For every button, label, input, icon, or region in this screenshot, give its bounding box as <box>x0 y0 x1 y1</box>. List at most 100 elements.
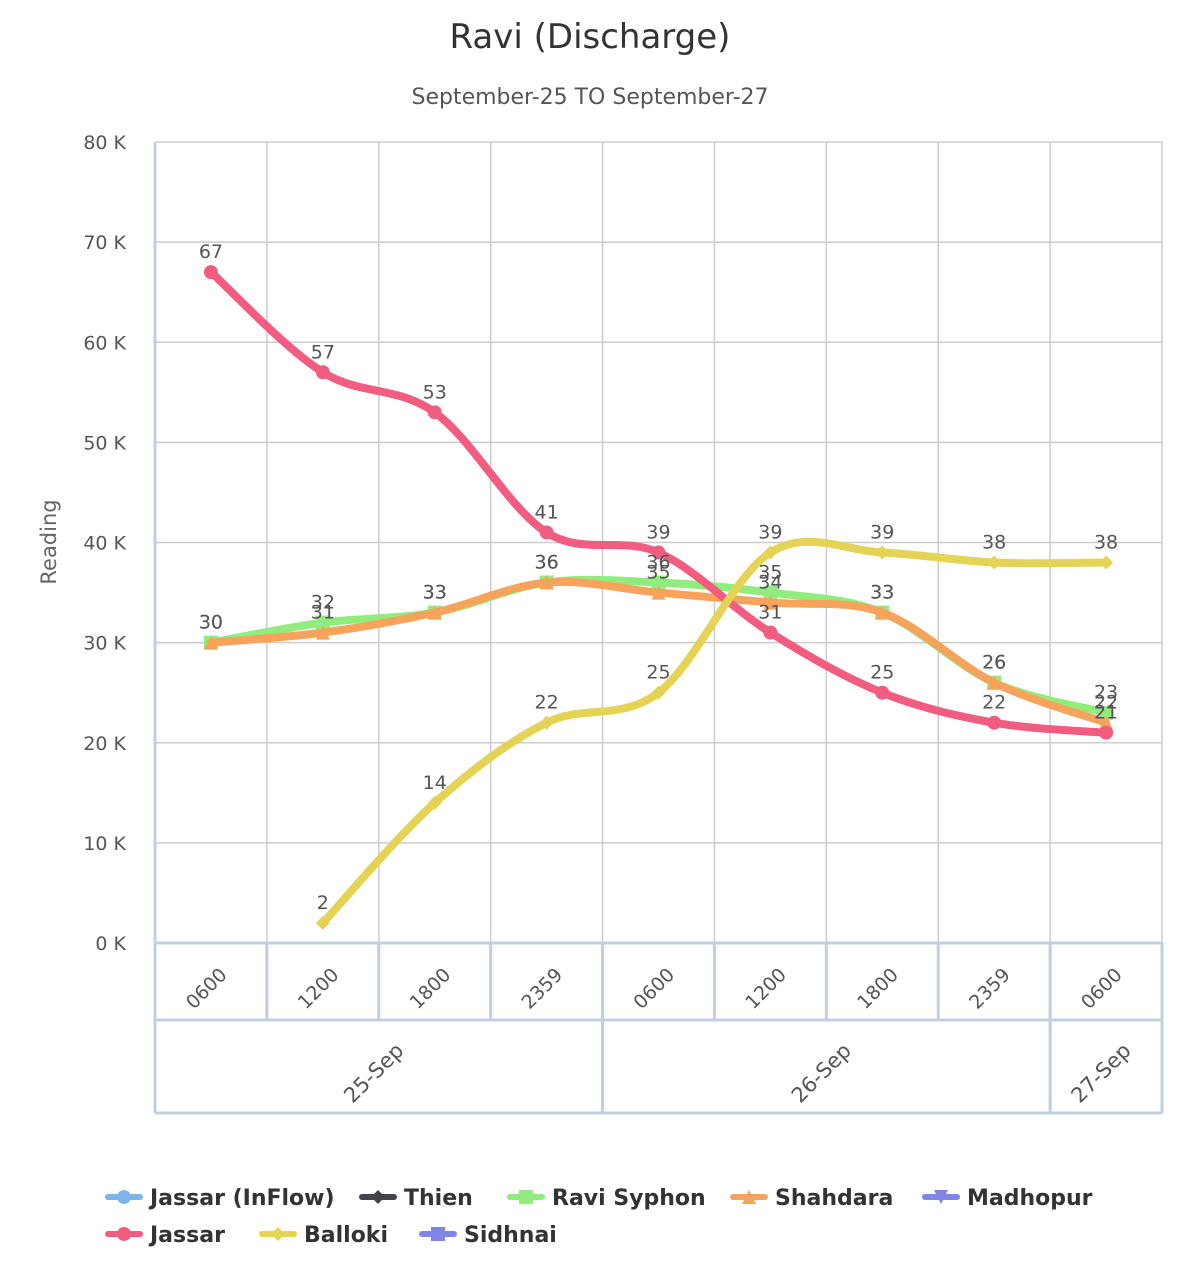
legend-marker <box>519 1190 533 1204</box>
data-point-shahdara <box>203 635 218 650</box>
x-tick-label: 1800 <box>853 964 903 1014</box>
legend-item-jassar[interactable]: Jassar <box>105 1223 225 1248</box>
data-label-balloki: 39 <box>758 522 782 544</box>
x-tick-label: 2359 <box>965 964 1015 1014</box>
data-point-ravi-syphon <box>315 615 330 630</box>
legend-marker <box>742 1190 756 1204</box>
legend-marker <box>934 1190 948 1204</box>
y-tick-label: 50 K <box>83 432 126 454</box>
data-label-ravi-syphon: 35 <box>758 562 782 584</box>
data-label-balloki: 14 <box>423 772 447 794</box>
y-tick-label: 60 K <box>83 332 126 354</box>
data-point-jassar <box>763 625 778 640</box>
data-label-ravi-syphon: 30 <box>199 612 223 634</box>
legend-marker <box>431 1227 445 1241</box>
y-tick-label: 20 K <box>83 733 126 755</box>
legend-label: Jassar (InFlow) <box>148 1186 335 1211</box>
data-label-ravi-syphon: 23 <box>1094 682 1118 704</box>
x-tick-label: 0600 <box>182 964 232 1014</box>
data-point-shahdara <box>651 585 666 600</box>
data-point-balloki <box>539 715 554 730</box>
legend: Jassar (InFlow) Thien Ravi Syphon Shahdara M… <box>105 1186 1093 1248</box>
chart-title: Ravi (Discharge) <box>450 17 731 57</box>
data-label-ravi-syphon: 36 <box>646 552 670 574</box>
data-point-balloki <box>763 545 778 560</box>
data-point-balloki <box>651 685 666 700</box>
x-tick-label: 1200 <box>294 964 344 1014</box>
y-axis-ticks: 0 K 10 K 20 K 30 K 40 K 50 K 60 K 70 K 80 K <box>83 132 126 955</box>
data-point-balloki <box>427 795 442 810</box>
series-layer <box>203 265 1114 930</box>
legend-label: Balloki <box>304 1223 388 1248</box>
data-point-shahdara <box>539 575 554 590</box>
chart-subtitle: September-25 TO September-27 <box>412 85 769 110</box>
data-label-jassar: 31 <box>758 602 782 624</box>
legend-item-sidhnai[interactable]: Sidhnai <box>419 1223 557 1248</box>
data-label-jassar: 21 <box>1094 702 1118 724</box>
data-label-shahdara: 35 <box>646 562 670 584</box>
x-date-group-label: 27-Sep <box>1066 1038 1135 1107</box>
data-point-ravi-syphon <box>1099 705 1114 720</box>
legend-item-thien[interactable]: Thien <box>359 1186 473 1211</box>
y-tick-label: 40 K <box>83 533 126 555</box>
data-point-shahdara <box>315 625 330 640</box>
data-point-balloki <box>1099 555 1114 570</box>
data-label-jassar: 25 <box>870 662 894 684</box>
x-tick-label: 0600 <box>629 964 679 1014</box>
data-point-balloki <box>875 545 890 560</box>
data-label-ravi-syphon: 33 <box>870 582 894 604</box>
x-axis: 0600 1200 1800 2359 0600 1200 1800 2359 0600 25-S… <box>153 941 1164 1115</box>
series-shahdara <box>203 575 1114 730</box>
series-line-shahdara <box>206 577 1111 727</box>
x-tick-label: 1800 <box>406 964 456 1014</box>
x-tick-label: 0600 <box>1077 964 1127 1014</box>
y-tick-label: 10 K <box>83 833 126 855</box>
legend-marker <box>271 1227 285 1241</box>
data-label-balloki: 38 <box>982 532 1006 554</box>
y-tick-label: 80 K <box>83 132 126 154</box>
data-label-jassar: 22 <box>982 692 1006 714</box>
y-axis-label: Reading <box>37 499 61 584</box>
legend-label: Madhopur <box>967 1186 1093 1211</box>
y-tick-label: 30 K <box>83 633 126 655</box>
x-date-group-label: 25-Sep <box>339 1038 408 1107</box>
data-point-shahdara <box>987 675 1002 690</box>
data-point-jassar <box>315 365 330 380</box>
data-label-balloki: 38 <box>1094 532 1118 554</box>
data-label-balloki: 22 <box>535 692 559 714</box>
data-point-jassar <box>1099 725 1114 740</box>
legend-label: Ravi Syphon <box>552 1186 706 1211</box>
data-point-shahdara <box>427 605 442 620</box>
data-point-shahdara <box>763 595 778 610</box>
legend-label: Sidhnai <box>464 1223 557 1248</box>
data-point-jassar <box>203 265 218 280</box>
data-point-balloki <box>315 915 330 930</box>
data-label-ravi-syphon: 26 <box>982 652 1006 674</box>
y-tick-label: 0 K <box>95 933 126 955</box>
legend-item-madhopur[interactable]: Madhopur <box>922 1186 1093 1211</box>
x-tick-label: 2359 <box>517 964 567 1014</box>
legend-marker <box>117 1227 131 1241</box>
data-label-jassar: 57 <box>311 341 335 363</box>
data-label-shahdara: 30 <box>199 612 223 634</box>
series-line-balloki <box>318 537 1111 927</box>
legend-marker <box>117 1190 131 1204</box>
data-point-jassar <box>987 715 1002 730</box>
legend-marker <box>371 1190 385 1204</box>
data-point-jassar <box>427 405 442 420</box>
data-point-balloki <box>987 555 1002 570</box>
legend-item-balloki[interactable]: Balloki <box>259 1223 388 1248</box>
data-label-shahdara: 26 <box>982 652 1006 674</box>
legend-item-shahdara[interactable]: Shahdara <box>730 1186 893 1211</box>
data-label-jassar: 41 <box>535 501 559 523</box>
series-jassar <box>203 265 1114 740</box>
data-label-shahdara: 31 <box>311 602 335 624</box>
legend-label: Thien <box>404 1186 473 1211</box>
legend-label: Shahdara <box>775 1186 893 1211</box>
data-label-balloki: 39 <box>870 522 894 544</box>
legend-item-ravi-syphon[interactable]: Ravi Syphon <box>507 1186 706 1211</box>
legend-item-jassar-inflow[interactable]: Jassar (InFlow) <box>105 1186 335 1211</box>
data-label-shahdara: 22 <box>1094 692 1118 714</box>
